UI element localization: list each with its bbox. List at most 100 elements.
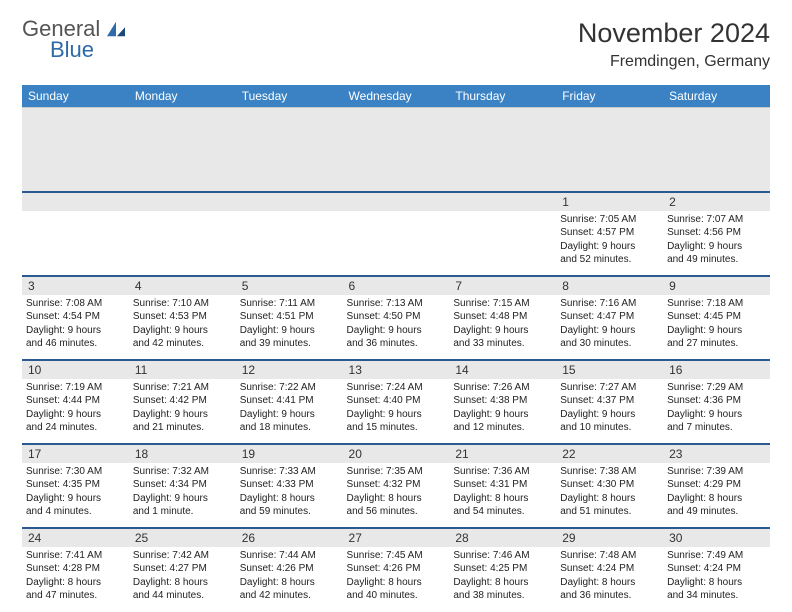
empty-day-cell [449, 192, 556, 276]
day-cell: 29Sunrise: 7:48 AMSunset: 4:24 PMDayligh… [556, 528, 663, 612]
day-cell: 16Sunrise: 7:29 AMSunset: 4:36 PMDayligh… [663, 360, 770, 444]
day-cell: 10Sunrise: 7:19 AMSunset: 4:44 PMDayligh… [22, 360, 129, 444]
day-details: Sunrise: 7:35 AMSunset: 4:32 PMDaylight:… [343, 463, 450, 523]
day-detail-line: Daylight: 9 hours [347, 324, 446, 338]
day-detail-line: Sunset: 4:29 PM [667, 478, 766, 492]
day-details: Sunrise: 7:13 AMSunset: 4:50 PMDaylight:… [343, 295, 450, 355]
day-detail-line: Sunrise: 7:48 AM [560, 549, 659, 563]
day-cell: 13Sunrise: 7:24 AMSunset: 4:40 PMDayligh… [343, 360, 450, 444]
day-cell: 20Sunrise: 7:35 AMSunset: 4:32 PMDayligh… [343, 444, 450, 528]
day-number: 16 [663, 361, 770, 379]
day-number: 8 [556, 277, 663, 295]
day-cell: 5 Sunrise: 7:11 AMSunset: 4:51 PMDaylight… [236, 276, 343, 360]
day-detail-line: Sunrise: 7:49 AM [667, 549, 766, 563]
day-number: 18 [129, 445, 236, 463]
day-cell: 30Sunrise: 7:49 AMSunset: 4:24 PMDayligh… [663, 528, 770, 612]
weekday-header: Tuesday [236, 85, 343, 108]
day-details: Sunrise: 7:05 AMSunset: 4:57 PMDaylight:… [556, 211, 663, 271]
calendar-body: 1Sunrise: 7:05 AMSunset: 4:57 PMDaylight… [22, 108, 770, 612]
day-details: Sunrise: 7:32 AMSunset: 4:34 PMDaylight:… [129, 463, 236, 523]
day-number: 22 [556, 445, 663, 463]
day-detail-line: Sunset: 4:51 PM [240, 310, 339, 324]
empty-day-cell [129, 192, 236, 276]
calendar-week: 1Sunrise: 7:05 AMSunset: 4:57 PMDaylight… [22, 192, 770, 276]
spacer-row [22, 108, 770, 192]
day-detail-line: Sunrise: 7:27 AM [560, 381, 659, 395]
day-detail-line: Sunrise: 7:19 AM [26, 381, 125, 395]
day-details: Sunrise: 7:29 AMSunset: 4:36 PMDaylight:… [663, 379, 770, 439]
day-cell: 27Sunrise: 7:45 AMSunset: 4:26 PMDayligh… [343, 528, 450, 612]
day-detail-line: Sunrise: 7:38 AM [560, 465, 659, 479]
day-number: 11 [129, 361, 236, 379]
day-detail-line: Daylight: 9 hours [560, 408, 659, 422]
day-detail-line: Daylight: 9 hours [667, 324, 766, 338]
day-detail-line: Daylight: 9 hours [453, 408, 552, 422]
day-detail-line: Sunrise: 7:18 AM [667, 297, 766, 311]
day-detail-line: and 7 minutes. [667, 421, 766, 435]
day-number: 15 [556, 361, 663, 379]
day-details: Sunrise: 7:19 AMSunset: 4:44 PMDaylight:… [22, 379, 129, 439]
day-detail-line: Sunrise: 7:07 AM [667, 213, 766, 227]
day-detail-line: Daylight: 8 hours [133, 576, 232, 590]
day-detail-line: Daylight: 9 hours [133, 492, 232, 506]
day-number: 5 [236, 277, 343, 295]
day-cell: 2Sunrise: 7:07 AMSunset: 4:56 PMDaylight… [663, 192, 770, 276]
day-detail-line: Daylight: 9 hours [240, 324, 339, 338]
empty-day-cell [343, 192, 450, 276]
day-detail-line: Daylight: 9 hours [240, 408, 339, 422]
day-cell: 18Sunrise: 7:32 AMSunset: 4:34 PMDayligh… [129, 444, 236, 528]
day-detail-line: and 44 minutes. [133, 589, 232, 603]
day-cell: 23Sunrise: 7:39 AMSunset: 4:29 PMDayligh… [663, 444, 770, 528]
day-detail-line: Sunrise: 7:10 AM [133, 297, 232, 311]
sail-icon [105, 20, 127, 38]
day-detail-line: Daylight: 8 hours [347, 492, 446, 506]
calendar-week: 3Sunrise: 7:08 AMSunset: 4:54 PMDaylight… [22, 276, 770, 360]
day-cell: 15Sunrise: 7:27 AMSunset: 4:37 PMDayligh… [556, 360, 663, 444]
day-details: Sunrise: 7:44 AMSunset: 4:26 PMDaylight:… [236, 547, 343, 607]
day-details: Sunrise: 7:48 AMSunset: 4:24 PMDaylight:… [556, 547, 663, 607]
day-cell: 26Sunrise: 7:44 AMSunset: 4:26 PMDayligh… [236, 528, 343, 612]
day-details: Sunrise: 7:41 AMSunset: 4:28 PMDaylight:… [22, 547, 129, 607]
day-number: 12 [236, 361, 343, 379]
day-number: 13 [343, 361, 450, 379]
day-details: Sunrise: 7:16 AMSunset: 4:47 PMDaylight:… [556, 295, 663, 355]
day-detail-line: Sunrise: 7:39 AM [667, 465, 766, 479]
day-detail-line: Sunrise: 7:46 AM [453, 549, 552, 563]
day-detail-line: Daylight: 9 hours [667, 240, 766, 254]
day-detail-line: Sunset: 4:28 PM [26, 562, 125, 576]
day-detail-line: Sunrise: 7:41 AM [26, 549, 125, 563]
day-detail-line: Sunset: 4:48 PM [453, 310, 552, 324]
day-cell: 25Sunrise: 7:42 AMSunset: 4:27 PMDayligh… [129, 528, 236, 612]
day-detail-line: Sunset: 4:41 PM [240, 394, 339, 408]
day-cell: 7Sunrise: 7:15 AMSunset: 4:48 PMDaylight… [449, 276, 556, 360]
day-detail-line: and 1 minute. [133, 505, 232, 519]
day-cell: 22Sunrise: 7:38 AMSunset: 4:30 PMDayligh… [556, 444, 663, 528]
day-detail-line: Daylight: 8 hours [240, 492, 339, 506]
day-detail-line: and 33 minutes. [453, 337, 552, 351]
weekday-header: Wednesday [343, 85, 450, 108]
day-number: 6 [343, 277, 450, 295]
day-detail-line: Sunset: 4:24 PM [560, 562, 659, 576]
day-detail-line: Sunrise: 7:42 AM [133, 549, 232, 563]
day-detail-line: Daylight: 9 hours [560, 240, 659, 254]
day-details: Sunrise: 7:15 AMSunset: 4:48 PMDaylight:… [449, 295, 556, 355]
day-detail-line: Daylight: 9 hours [26, 408, 125, 422]
day-detail-line: Daylight: 8 hours [560, 492, 659, 506]
day-detail-line: Sunrise: 7:22 AM [240, 381, 339, 395]
day-detail-line: Sunrise: 7:11 AM [240, 297, 339, 311]
day-detail-line: Sunset: 4:56 PM [667, 226, 766, 240]
day-detail-line: Sunset: 4:45 PM [667, 310, 766, 324]
day-details: Sunrise: 7:39 AMSunset: 4:29 PMDaylight:… [663, 463, 770, 523]
day-cell: 3Sunrise: 7:08 AMSunset: 4:54 PMDaylight… [22, 276, 129, 360]
day-detail-line: Daylight: 8 hours [453, 576, 552, 590]
day-detail-line: Daylight: 9 hours [560, 324, 659, 338]
day-cell: 19Sunrise: 7:33 AMSunset: 4:33 PMDayligh… [236, 444, 343, 528]
day-number: 19 [236, 445, 343, 463]
day-number: 7 [449, 277, 556, 295]
day-detail-line: Sunrise: 7:44 AM [240, 549, 339, 563]
day-detail-line: Sunset: 4:42 PM [133, 394, 232, 408]
day-detail-line: Sunrise: 7:30 AM [26, 465, 125, 479]
day-detail-line: Daylight: 9 hours [453, 324, 552, 338]
day-detail-line: Sunrise: 7:29 AM [667, 381, 766, 395]
weekday-header: Saturday [663, 85, 770, 108]
